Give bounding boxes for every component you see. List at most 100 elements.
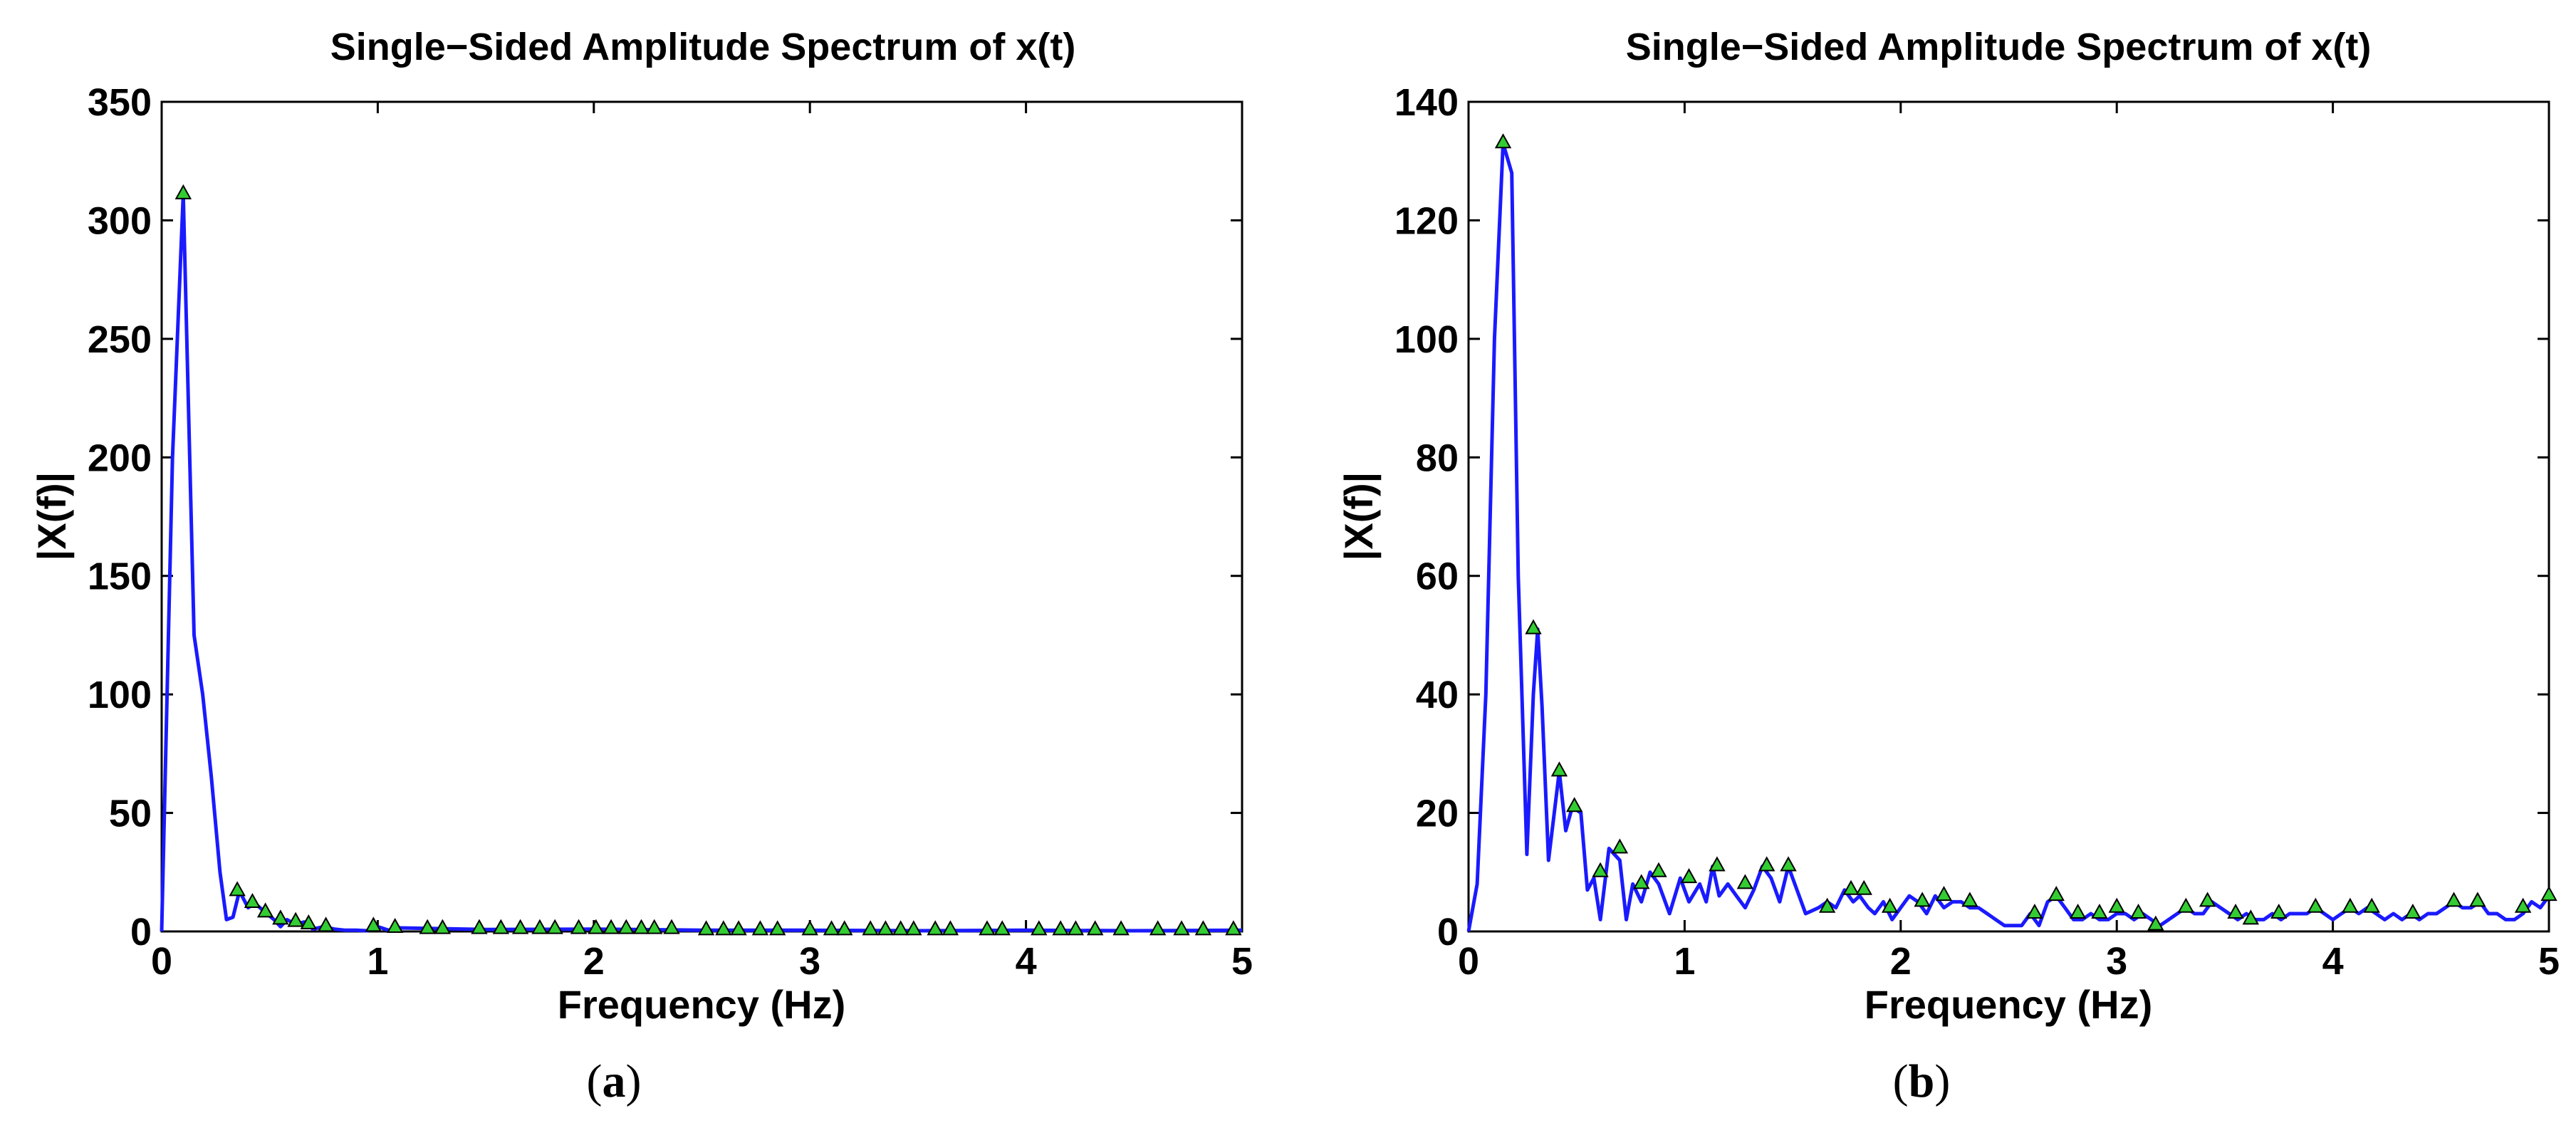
- peak-marker: [1842, 879, 1860, 895]
- peak-marker: [1650, 862, 1667, 877]
- peak-marker: [300, 914, 318, 930]
- peak-marker: [801, 920, 818, 936]
- y-tick-label: 40: [1416, 674, 1459, 716]
- y-tick-label: 300: [88, 199, 152, 242]
- y-axis-ticks-a: 0 50 100 150 200 250 300 350: [88, 81, 1242, 954]
- y-tick-label: 60: [1416, 555, 1459, 598]
- peak-marker: [1709, 856, 1726, 872]
- peak-marker: [823, 920, 840, 936]
- peak-markers-b: [1494, 133, 2557, 931]
- peak-marker: [1961, 892, 1978, 907]
- peak-marker: [1031, 920, 1048, 936]
- peak-marker: [2091, 903, 2108, 919]
- panel-label-a: (a): [587, 1055, 642, 1107]
- x-tick-label: 4: [1016, 940, 1037, 983]
- panel-label-b: (b): [1893, 1055, 1951, 1107]
- peak-marker: [836, 920, 853, 936]
- peak-marker: [2026, 903, 2043, 919]
- peak-marker: [2129, 903, 2147, 919]
- peak-marker: [365, 916, 382, 932]
- y-tick-label: 0: [1437, 911, 1459, 954]
- peak-marker: [2108, 897, 2125, 913]
- peak-marker: [751, 920, 769, 936]
- spectrum-line-b: [1466, 141, 2551, 932]
- y-tick-label: 100: [88, 674, 152, 716]
- peak-marker: [2069, 903, 2087, 919]
- x-tick-label: 1: [367, 940, 388, 983]
- peak-marker: [229, 881, 246, 897]
- y-axis-label-b: |X(f)|: [1336, 472, 1382, 561]
- peak-marker: [2342, 897, 2359, 913]
- peak-marker: [2048, 886, 2065, 902]
- peak-marker: [632, 919, 650, 934]
- peak-marker: [1550, 761, 1568, 777]
- peak-marker: [1194, 920, 1212, 936]
- x-tick-label: 2: [583, 940, 605, 983]
- peak-marker: [1611, 838, 1629, 854]
- peak-marker: [2307, 897, 2325, 913]
- peak-marker: [2445, 892, 2463, 907]
- peak-marker: [905, 920, 922, 936]
- peak-marker: [588, 919, 605, 934]
- x-tick-label: 2: [1890, 940, 1912, 983]
- peak-marker: [2199, 892, 2216, 907]
- peak-marker: [730, 920, 747, 936]
- peak-marker: [1592, 862, 1609, 877]
- peak-marker: [1855, 879, 1872, 895]
- peak-marker: [434, 919, 452, 934]
- peak-marker: [979, 920, 996, 936]
- peak-marker: [1565, 797, 1583, 813]
- y-tick-label: 80: [1416, 437, 1459, 479]
- peak-marker: [994, 920, 1011, 936]
- peak-marker: [386, 917, 404, 934]
- peak-marker: [1149, 920, 1167, 936]
- x-tick-label: 1: [1674, 940, 1695, 983]
- chart-title-a: Single−Sided Amplitude Spectrum of x(t): [330, 26, 1076, 68]
- peak-marker: [2177, 897, 2194, 913]
- chart-panel-b: Single−Sided Amplitude Spectrum of x(t) …: [1336, 26, 2560, 1107]
- x-axis-ticks-b: 0 1 2 3 4 5: [1458, 102, 2560, 983]
- peak-marker: [1633, 874, 1650, 889]
- peak-marker: [471, 919, 488, 934]
- peak-marker: [419, 919, 436, 934]
- peak-marker: [715, 920, 732, 936]
- peak-marker: [646, 919, 663, 934]
- peak-marker: [1935, 886, 1953, 902]
- y-tick-label: 20: [1416, 793, 1459, 835]
- peak-marker: [663, 919, 680, 934]
- peak-marker: [2242, 909, 2260, 925]
- peak-marker: [546, 919, 563, 934]
- y-tick-label: 200: [88, 437, 152, 479]
- peak-marker: [927, 920, 944, 936]
- peak-marker: [1112, 920, 1130, 936]
- peak-marker: [2404, 903, 2421, 919]
- peak-marker: [892, 920, 909, 936]
- peak-marker: [511, 919, 529, 934]
- y-axis-label-a: |X(f)|: [29, 472, 75, 561]
- y-axis-ticks-b: 0 20 40 60 80 100 120 140: [1394, 81, 2549, 954]
- peak-marker: [1818, 897, 1836, 913]
- peak-marker: [1736, 874, 1754, 889]
- peak-marker: [570, 919, 588, 934]
- peak-marker: [272, 909, 289, 925]
- peak-marker: [1052, 920, 1069, 936]
- peak-marker: [2469, 892, 2486, 907]
- peak-marker: [2363, 897, 2380, 913]
- peak-marker: [1881, 897, 1899, 913]
- peak-marker: [1780, 856, 1797, 872]
- plot-area-b: [1467, 100, 2550, 933]
- peak-marker: [1067, 920, 1085, 936]
- y-tick-label: 250: [88, 318, 152, 361]
- panel-letter-a: a: [603, 1055, 626, 1107]
- peak-markers-a: [174, 184, 1242, 936]
- peak-marker: [2227, 903, 2244, 919]
- chart-panel-a: Single−Sided Amplitude Spectrum of x(t) …: [29, 26, 1253, 1107]
- x-tick-label: 5: [2538, 940, 2560, 983]
- peak-marker: [2270, 903, 2288, 919]
- y-tick-label: 120: [1394, 199, 1459, 242]
- peak-marker: [862, 920, 879, 936]
- peak-marker: [1173, 920, 1190, 936]
- plot-area-a: [160, 100, 1243, 933]
- peak-marker: [256, 902, 274, 918]
